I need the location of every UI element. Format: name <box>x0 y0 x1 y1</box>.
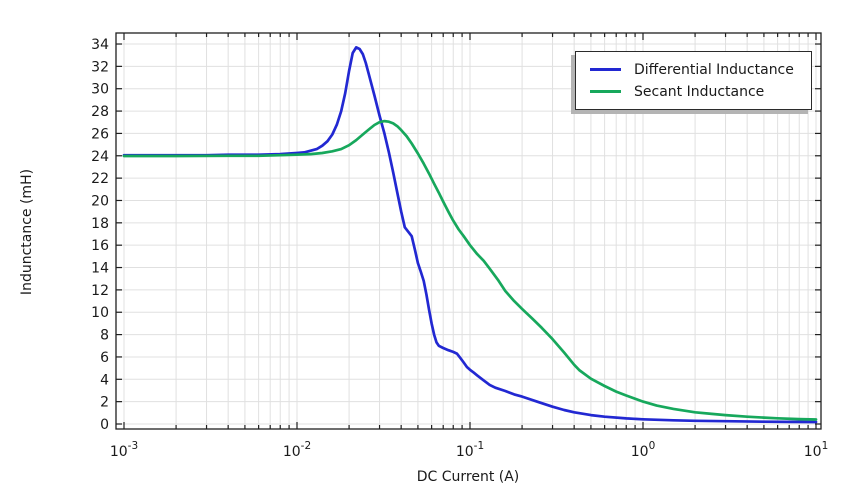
y-tick-label: 22 <box>91 171 109 187</box>
y-tick-label: 16 <box>91 238 109 254</box>
series-line-differential-inductance <box>122 46 818 424</box>
x-tick-label: 10-3 <box>110 440 138 460</box>
y-tick-label: 20 <box>91 193 109 209</box>
y-tick-label: 4 <box>100 372 109 388</box>
y-tick-label: 34 <box>91 37 109 53</box>
y-tick-label: 6 <box>100 350 109 366</box>
y-tick-label: 12 <box>91 283 109 299</box>
x-tick-label: 10-2 <box>283 440 311 460</box>
grid-lines <box>116 33 821 429</box>
y-tick-label: 8 <box>100 328 109 344</box>
axis-ticks <box>116 33 821 429</box>
x-tick-label: 10-1 <box>456 440 484 460</box>
y-tick-label: 0 <box>100 417 109 433</box>
legend-item-secant-inductance: Secant Inductance <box>590 85 803 99</box>
x-tick-label: 100 <box>631 440 656 460</box>
plot-frame <box>115 32 822 430</box>
legend-label-secant-inductance: Secant Inductance <box>634 83 765 100</box>
x-axis-title: DC Current (A) <box>416 469 520 485</box>
y-tick-label: 2 <box>100 395 109 411</box>
x-tick-label: 101 <box>804 440 829 460</box>
y-tick-label: 30 <box>91 82 109 98</box>
secant-inductance-line-swatch <box>590 90 621 93</box>
y-tick-label: 24 <box>91 149 109 165</box>
legend: Differential Inductance Secant Inductanc… <box>575 51 812 110</box>
y-tick-label: 26 <box>91 126 109 142</box>
y-tick-label: 32 <box>91 59 109 75</box>
y-tick-label: 28 <box>91 104 109 120</box>
y-tick-label: 18 <box>91 216 109 232</box>
y-tick-label: 14 <box>91 261 109 277</box>
series-lines <box>122 46 818 424</box>
y-tick-label: 10 <box>91 305 109 321</box>
differential-inductance-line-swatch <box>590 68 621 71</box>
y-axis-title: Indunctance (mH) <box>19 168 35 296</box>
legend-label-differential-inductance: Differential Inductance <box>634 61 794 78</box>
series-line-secant-inductance <box>122 119 818 421</box>
legend-item-differential-inductance: Differential Inductance <box>590 63 803 77</box>
